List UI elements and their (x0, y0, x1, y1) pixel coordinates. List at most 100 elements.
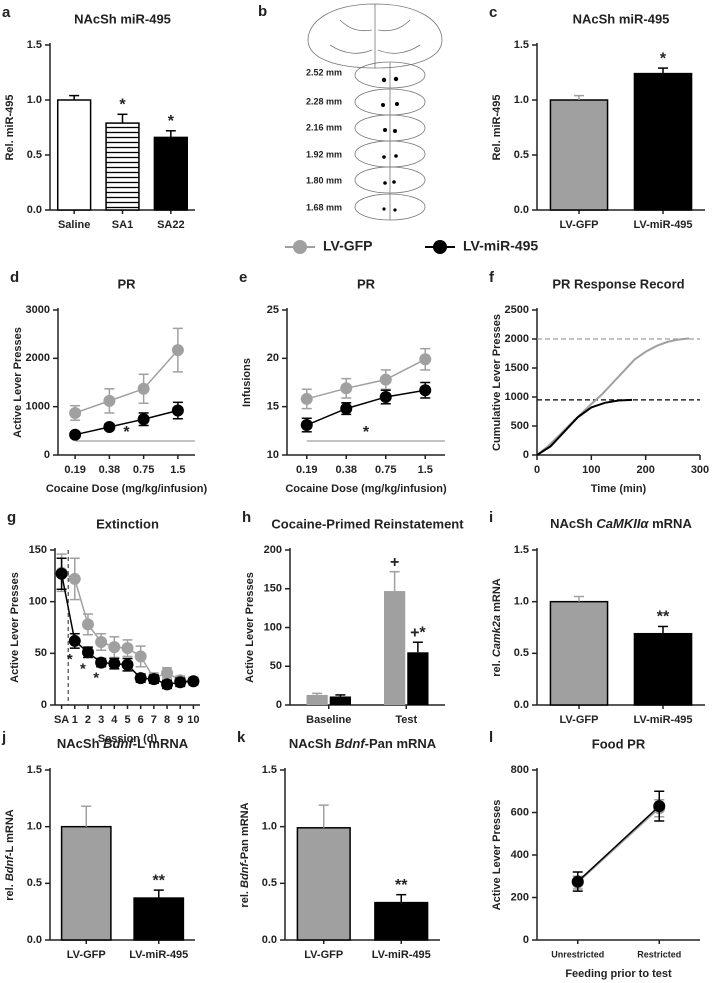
panel-letter: d (10, 269, 19, 286)
y-tick-label: 20 (267, 352, 279, 364)
point (121, 658, 134, 671)
x-tick-label: 4 (111, 714, 118, 726)
significance-mark: * (67, 651, 73, 668)
text-part: -Pan mRNA (239, 802, 251, 863)
bar (56, 99, 92, 211)
y-tick-label: 1.5 (514, 39, 529, 51)
x-axis-label: Cocaine Dose (mg/kg/infusion) (46, 483, 208, 495)
y-tick-label: 0.0 (27, 204, 42, 216)
x-tick-label: 0.19 (64, 464, 85, 476)
point (419, 353, 432, 366)
bar (306, 694, 328, 705)
y-tick-label: 0.0 (262, 934, 277, 946)
x-tick-label: LV-GFP (560, 714, 599, 726)
atlas-overview (307, 3, 443, 69)
chart-title: NAcSh Bdnf-L mRNA (57, 736, 189, 751)
legend-marker (433, 240, 447, 254)
x-tick-label: LV-GFP (304, 949, 343, 961)
point (571, 875, 584, 888)
point (108, 657, 121, 670)
legend-marker (293, 240, 307, 254)
y-tick-label: 50 (35, 647, 47, 659)
point (108, 641, 121, 654)
chart-title: PR (117, 276, 136, 291)
series-line (577, 805, 660, 883)
point (147, 673, 160, 686)
chart-title: NAcSh miR-495 (573, 11, 670, 26)
point (68, 634, 81, 647)
panel-letter: k (237, 729, 246, 746)
point (95, 656, 108, 669)
y-axis-label: Active Lever Presses (244, 572, 256, 683)
y-tick-label: 800 (511, 764, 529, 776)
point (95, 635, 108, 648)
y-tick-label: 0.5 (27, 877, 42, 889)
chart-title: PR Response Record (552, 276, 684, 291)
injection-sites (381, 76, 399, 212)
bar (329, 696, 351, 705)
atlas-level: 2.52 mm (306, 67, 342, 77)
y-tick-label: 1.5 (262, 764, 277, 776)
y-axis-label: Cumulative Lever Presses (491, 314, 503, 451)
point (121, 642, 134, 655)
y-tick-label: 600 (511, 806, 529, 818)
chart-title: PR (357, 276, 376, 291)
point (55, 567, 68, 580)
panel-letter: c (489, 4, 497, 21)
y-tick-label: 0 (41, 699, 47, 711)
series-line (536, 398, 633, 456)
text-part: -L mRNA (133, 736, 189, 751)
x-tick-label: SA22 (157, 219, 185, 231)
x-tick-label: LV-GFP (560, 219, 599, 231)
y-tick-label: 15 (267, 401, 279, 413)
point (419, 384, 432, 397)
y-tick-label: 1500 (505, 362, 529, 374)
point (379, 373, 392, 386)
x-tick-label: 2 (85, 714, 91, 726)
series-line (577, 807, 660, 884)
x-tick-label: LV-miR-495 (633, 714, 692, 726)
chart-title: NAcSh Bdnf-Pan mRNA (289, 736, 437, 751)
legend-label: LV-GFP (323, 238, 373, 254)
y-tick-label: 150 (29, 544, 47, 556)
text-part: Bdnf (239, 862, 251, 888)
x-tick-label: LV-GFP (67, 949, 106, 961)
text-part: rel. (4, 881, 16, 901)
chart-title: NAcSh CaMKIIα mRNA (550, 516, 692, 531)
y-tick-label: 1.0 (514, 596, 529, 608)
x-tick-label: 0.75 (375, 464, 396, 476)
bar (633, 632, 693, 706)
y-tick-label: 1.0 (27, 94, 42, 106)
x-tick-label: LV-miR-495 (633, 219, 692, 231)
significance-mark: ** (153, 872, 166, 889)
bar (407, 652, 429, 705)
panel-letter: g (7, 509, 16, 526)
text-part: CaMKIIα (596, 516, 649, 531)
x-axis-label: Cocaine Dose (mg/kg/infusion) (285, 483, 447, 495)
x-tick-label: 7 (151, 714, 157, 726)
x-tick-label: 1.5 (170, 464, 185, 476)
significance-mark: * (80, 660, 86, 677)
y-tick-label: 3000 (26, 304, 50, 316)
x-axis-label: Time (min) (591, 483, 647, 495)
significance-mark: * (119, 97, 126, 114)
bar (133, 897, 185, 941)
atlas-panel: b 2.52 mm 2.28 mm 2.16 mm 1.92 mm 1.80 m… (258, 3, 443, 221)
significance-mark: * (363, 424, 370, 441)
y-tick-label: 0.5 (514, 647, 529, 659)
y-tick-label: 2000 (505, 333, 529, 345)
panel-letter: h (242, 509, 251, 526)
x-tick-label: Restricted (637, 949, 681, 959)
y-tick-label: 0.5 (27, 149, 42, 161)
x-tick-label: 0.38 (336, 464, 357, 476)
x-tick-label: 0.38 (99, 464, 120, 476)
point (340, 402, 353, 415)
bar (384, 591, 406, 705)
x-tick-label: 3 (98, 714, 104, 726)
significance-mark: ** (657, 609, 670, 626)
panel-letter: l (489, 729, 493, 746)
x-tick-label: 9 (177, 714, 183, 726)
x-tick-label: 300 (691, 464, 709, 476)
y-tick-label: 0.0 (514, 204, 529, 216)
